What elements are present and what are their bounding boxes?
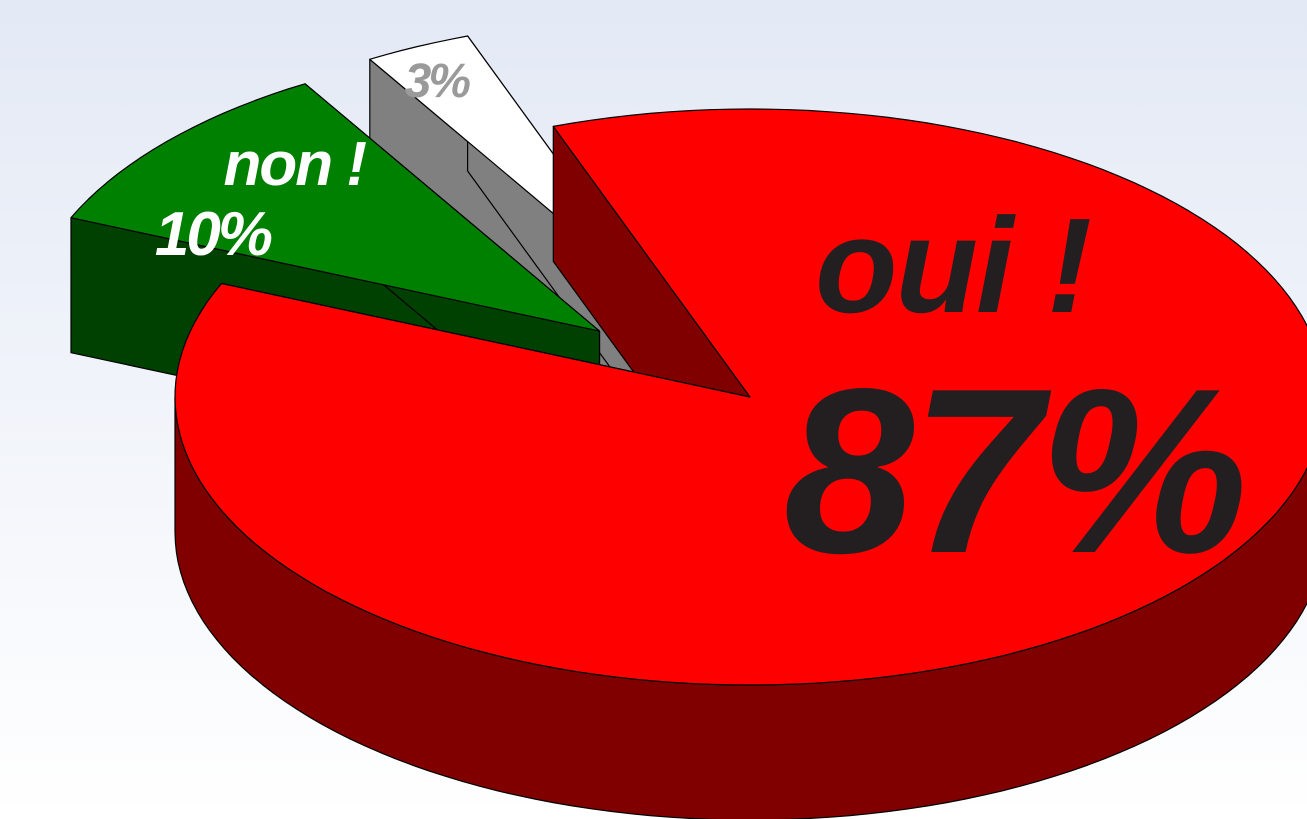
category-label: oui !: [815, 190, 1090, 341]
slice: [70, 83, 601, 332]
category-label: non !: [224, 130, 367, 199]
slice: [174, 108, 1307, 686]
value-label: 3%: [405, 55, 471, 108]
value-label: 87%: [784, 339, 1245, 602]
value-label: 10%: [155, 200, 272, 269]
